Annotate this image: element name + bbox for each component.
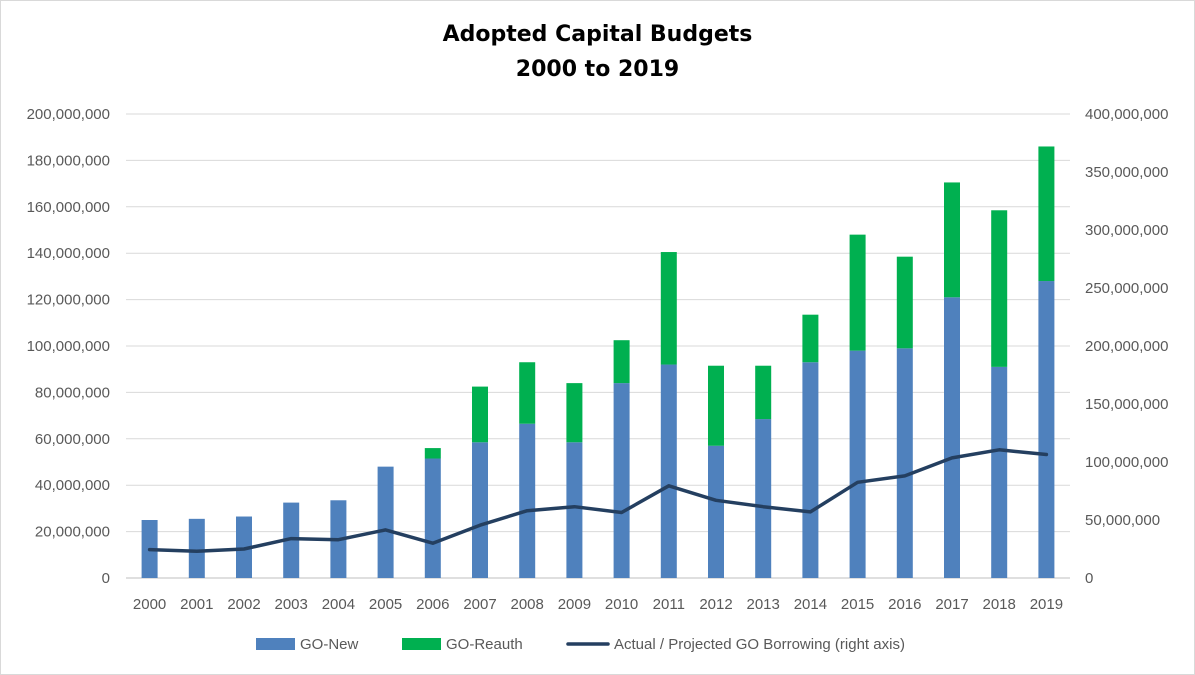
right-axis-tick-label: 50,000,000 (1085, 512, 1160, 529)
bar-go-new (377, 466, 394, 578)
bar-go-new (566, 442, 583, 578)
right-axis-tick-label: 150,000,000 (1085, 396, 1168, 413)
line-group (147, 448, 1049, 554)
left-axis-tick-label: 80,000,000 (35, 384, 110, 401)
left-axis-tick-label: 140,000,000 (27, 245, 110, 262)
x-axis-tick-label: 2004 (322, 596, 355, 613)
bar-go-reauth (660, 252, 677, 365)
x-axis-tick-label: 2015 (841, 596, 874, 613)
right-axis-tick-label: 100,000,000 (1085, 454, 1168, 471)
bar-go-reauth (519, 362, 536, 424)
x-axis-tick-label: 2000 (133, 596, 166, 613)
x-axis-tick-label: 2006 (416, 596, 449, 613)
left-axis-ticks: 0 20,000,000 40,000,000 60,000,000 80,000,00… (27, 106, 110, 587)
bar-go-new (1038, 281, 1055, 578)
right-axis-tick-label: 200,000,000 (1085, 338, 1168, 355)
chart-subtitle: 2000 to 2019 (515, 57, 680, 82)
bar-go-reauth (613, 340, 630, 384)
right-axis-tick-label: 250,000,000 (1085, 280, 1168, 297)
legend-go-new-label: GO-New (300, 636, 359, 653)
legend-go-reauth-label: GO-Reauth (446, 636, 523, 653)
x-axis-tick-label: 2013 (747, 596, 780, 613)
legend-go-borrowing: Actual / Projected GO Borrowing (right a… (566, 636, 905, 653)
x-axis-tick-label: 2014 (794, 596, 827, 613)
legend-go-new: GO-New (256, 636, 359, 653)
right-axis-tick-label: 300,000,000 (1085, 222, 1168, 239)
bar-go-reauth (944, 182, 960, 298)
legend: GO-New GO-Reauth Actual / Projected GO Bor… (256, 636, 905, 653)
right-axis-tick-label: 0 (1085, 570, 1093, 587)
x-axis-tick-label: 2012 (699, 596, 732, 613)
legend-go-new-swatch (256, 638, 295, 650)
x-axis-tick-label: 2002 (227, 596, 260, 613)
right-axis-tick-label: 400,000,000 (1085, 106, 1168, 123)
left-axis-tick-label: 0 (102, 570, 110, 587)
x-axis-tick-label: 2016 (888, 596, 921, 613)
bar-go-reauth (755, 365, 772, 420)
bar-go-reauth (991, 210, 1008, 367)
left-axis-tick-label: 120,000,000 (27, 292, 110, 309)
right-axis-tick-label: 350,000,000 (1085, 164, 1168, 181)
bar-go-new (472, 442, 488, 578)
bar-go-reauth (708, 365, 724, 446)
left-axis-tick-label: 180,000,000 (27, 152, 110, 169)
x-axis-tick-label: 2018 (983, 596, 1016, 613)
bar-go-new (424, 458, 441, 578)
right-axis-ticks: 0 50,000,000 100,000,000 150,000,000 200,000… (1085, 106, 1168, 587)
x-axis-ticks: 2000 2001 2002 2003 2004 2005 2006 2007 2008 2009… (133, 596, 1063, 613)
bar-go-new (708, 445, 724, 578)
bar-go-new (944, 297, 960, 578)
bar-go-new (755, 419, 772, 578)
left-axis-tick-label: 100,000,000 (27, 338, 110, 355)
x-axis-tick-label: 2009 (558, 596, 591, 613)
legend-go-reauth-swatch (402, 638, 441, 650)
left-axis-tick-label: 40,000,000 (35, 477, 110, 494)
bar-go-new (896, 348, 913, 578)
x-axis-tick-label: 2008 (511, 596, 544, 613)
bar-go-new (188, 518, 205, 578)
bar-go-new (802, 362, 819, 578)
bar-go-reauth (1038, 146, 1055, 282)
bar-go-reauth (896, 256, 913, 349)
legend-go-borrowing-label: Actual / Projected GO Borrowing (right a… (614, 636, 905, 653)
bar-go-reauth (424, 448, 441, 459)
bar-go-reauth (472, 386, 488, 443)
bar-go-reauth (802, 314, 819, 363)
go-borrowing-line (147, 448, 1049, 554)
x-axis-tick-label: 2019 (1030, 596, 1063, 613)
bar-go-new (613, 383, 630, 578)
bars-group (141, 146, 1055, 578)
bar-go-new (849, 350, 866, 578)
bar-go-reauth (566, 383, 583, 443)
x-axis-tick-label: 2001 (180, 596, 213, 613)
x-axis-tick-label: 2011 (653, 596, 685, 613)
left-axis-tick-label: 20,000,000 (35, 524, 110, 541)
x-axis-tick-label: 2003 (275, 596, 308, 613)
legend-go-reauth: GO-Reauth (402, 636, 523, 653)
x-axis-tick-label: 2005 (369, 596, 402, 613)
x-axis-tick-label: 2010 (605, 596, 638, 613)
left-axis-tick-label: 160,000,000 (27, 199, 110, 216)
x-axis-tick-label: 2017 (935, 596, 968, 613)
left-axis-tick-label: 200,000,000 (27, 106, 110, 123)
bar-go-reauth (849, 234, 866, 351)
bar-go-new (991, 366, 1008, 578)
left-axis-tick-label: 60,000,000 (35, 431, 110, 448)
x-axis-tick-label: 2007 (463, 596, 496, 613)
chart-title: Adopted Capital Budgets (442, 22, 753, 47)
bar-go-new (660, 364, 677, 578)
bar-go-new (519, 423, 536, 578)
